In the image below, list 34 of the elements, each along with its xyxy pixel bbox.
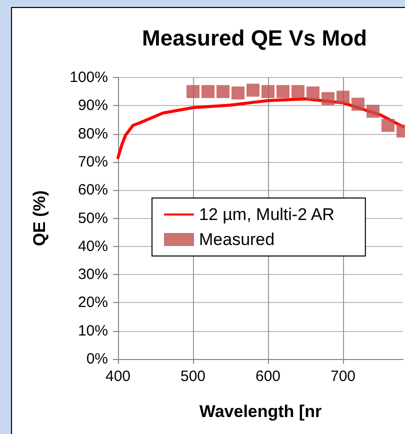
y-tick-label: 90% — [78, 97, 108, 114]
x-tick-label: 600 — [255, 368, 281, 385]
y-tick-label: 30% — [78, 266, 108, 284]
point — [322, 92, 334, 106]
x-tick-label: 700 — [330, 368, 356, 385]
x-tick-label: 500 — [180, 368, 206, 385]
y-tick-label: 70% — [78, 153, 108, 170]
point — [366, 104, 380, 118]
point — [232, 86, 244, 100]
y-tick-label: 20% — [78, 294, 108, 312]
y-tick-label: 10% — [78, 322, 108, 340]
legend-label: 12 µm, Multi-2 AR — [199, 205, 334, 224]
y-tick-label: 80% — [78, 125, 108, 142]
y-tick-label: 0% — [86, 350, 108, 368]
point — [306, 86, 320, 100]
chart-title: Measured QE Vs Mod — [142, 26, 367, 50]
point — [202, 85, 214, 98]
point — [382, 118, 394, 132]
point — [352, 98, 364, 111]
point — [246, 84, 260, 97]
y-axis-title: QE (%) — [30, 190, 49, 246]
point — [276, 85, 290, 98]
y-tick-label: 40% — [78, 238, 108, 255]
point — [216, 85, 230, 98]
y-tick-label: 100% — [70, 69, 108, 86]
point — [186, 85, 200, 98]
x-tick-label: 400 — [105, 368, 131, 385]
point — [336, 90, 350, 104]
point — [292, 85, 304, 98]
x-axis-title: Wavelength [nr — [199, 402, 322, 421]
legend-label: Measured — [199, 230, 275, 249]
point — [262, 85, 274, 98]
y-tick-label: 60% — [78, 182, 108, 199]
y-tick-label: 50% — [78, 210, 108, 227]
